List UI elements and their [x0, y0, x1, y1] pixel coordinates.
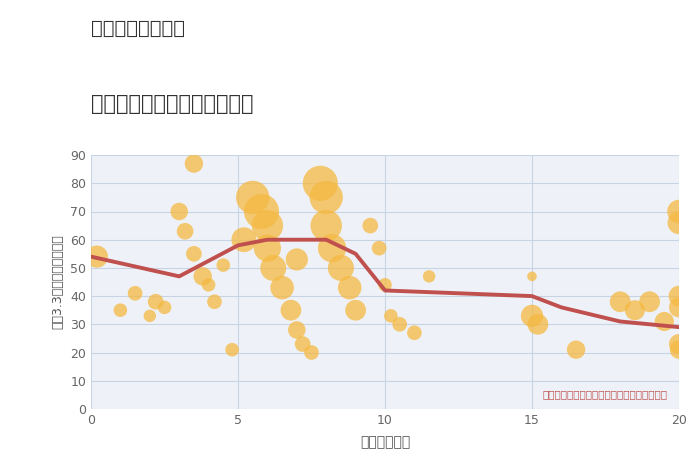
Point	[570, 346, 582, 353]
Point	[409, 329, 420, 337]
Point	[130, 290, 141, 297]
Point	[179, 227, 190, 235]
Point	[394, 321, 405, 328]
Text: 兵庫県英賀保駅の: 兵庫県英賀保駅の	[91, 19, 185, 38]
Point	[286, 306, 297, 314]
Point	[306, 349, 317, 356]
Point	[203, 281, 214, 289]
Point	[673, 219, 685, 227]
Point	[526, 312, 538, 320]
Point	[218, 261, 229, 269]
Point	[262, 222, 273, 229]
Point	[526, 273, 538, 280]
Text: 円の大きさは、取引のあった物件面積を示す: 円の大きさは、取引のあった物件面積を示す	[542, 389, 667, 399]
Point	[629, 306, 641, 314]
Point	[197, 273, 209, 280]
Point	[673, 304, 685, 311]
Point	[659, 318, 670, 325]
Point	[188, 160, 199, 167]
Point	[424, 273, 435, 280]
Point	[150, 298, 161, 306]
Point	[276, 284, 288, 291]
Point	[159, 304, 170, 311]
Point	[374, 244, 385, 252]
Point	[291, 326, 302, 334]
Point	[115, 306, 126, 314]
Point	[267, 264, 279, 272]
Point	[297, 340, 308, 348]
Point	[385, 312, 396, 320]
Point	[379, 281, 391, 289]
Point	[227, 346, 238, 353]
Point	[256, 208, 267, 215]
Point	[188, 250, 199, 258]
Point	[144, 312, 155, 320]
Point	[335, 264, 346, 272]
Point	[365, 222, 376, 229]
Point	[291, 256, 302, 263]
Point	[673, 340, 685, 348]
X-axis label: 駅距離（分）: 駅距離（分）	[360, 435, 410, 449]
Point	[315, 180, 326, 187]
Point	[326, 244, 337, 252]
Text: 駅距離別中古マンション価格: 駅距離別中古マンション価格	[91, 94, 253, 114]
Point	[644, 298, 655, 306]
Point	[673, 346, 685, 353]
Point	[238, 236, 249, 243]
Point	[247, 194, 258, 201]
Point	[174, 208, 185, 215]
Point	[532, 321, 543, 328]
Point	[262, 244, 273, 252]
Y-axis label: 平（3.3㎡）単価（万円）: 平（3.3㎡）単価（万円）	[52, 235, 64, 329]
Point	[673, 292, 685, 300]
Point	[344, 284, 356, 291]
Point	[321, 222, 332, 229]
Point	[350, 306, 361, 314]
Point	[321, 194, 332, 201]
Point	[615, 298, 626, 306]
Point	[673, 208, 685, 215]
Point	[209, 298, 220, 306]
Point	[91, 253, 102, 260]
